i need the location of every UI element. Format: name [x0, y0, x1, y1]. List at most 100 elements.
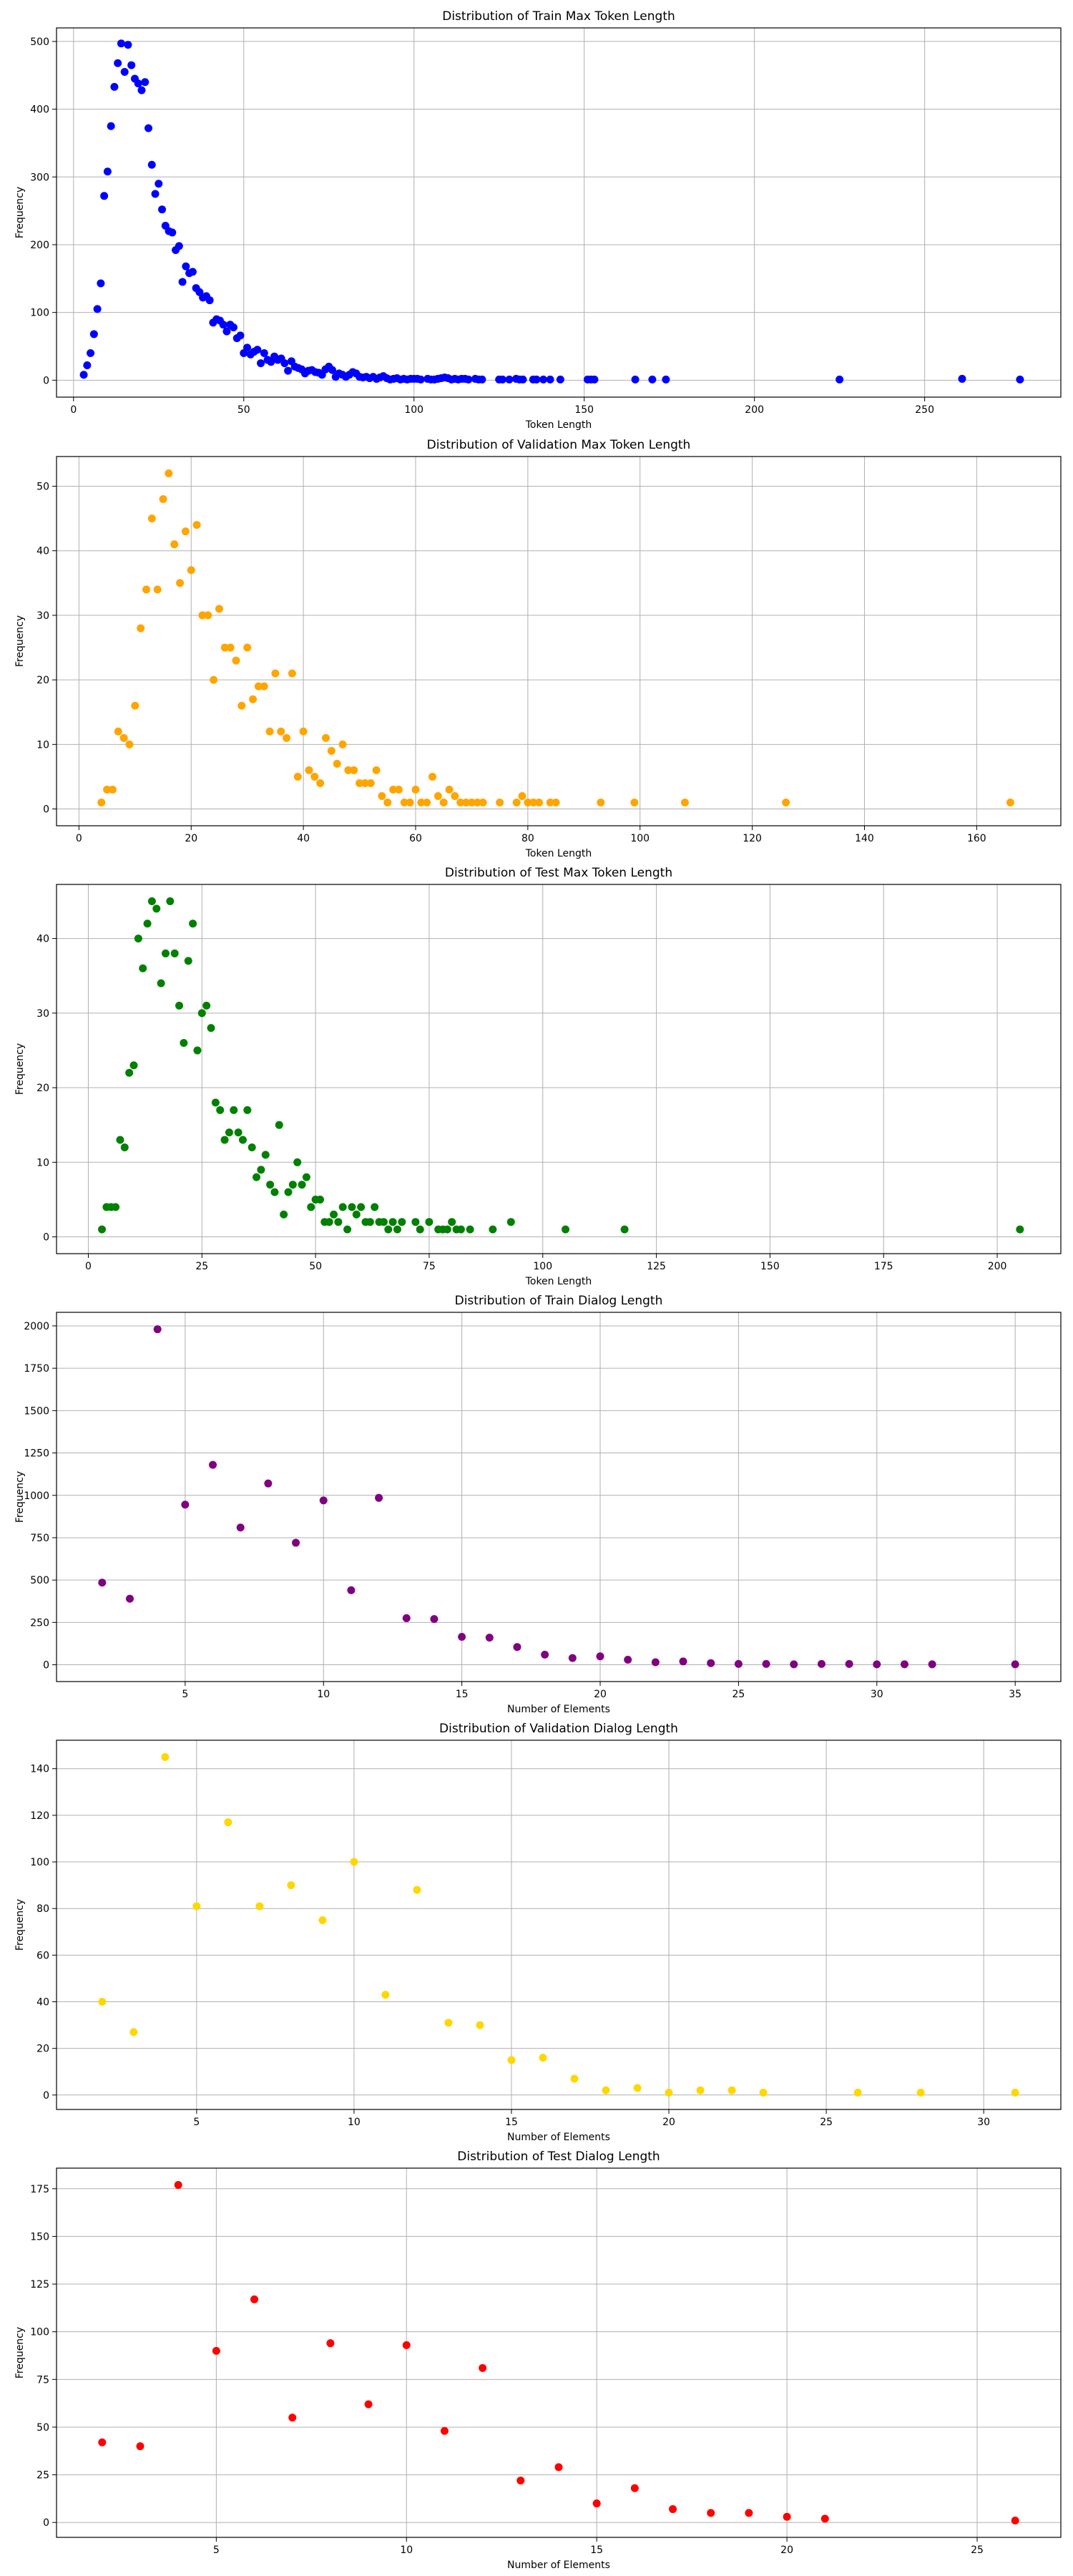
- data-point: [347, 1586, 356, 1594]
- data-point: [161, 1752, 170, 1761]
- data-point: [513, 1643, 521, 1652]
- data-point: [371, 1203, 379, 1211]
- data-point: [225, 1128, 233, 1137]
- data-point: [759, 2089, 768, 2097]
- x-tick-label: 35: [1009, 1689, 1021, 1700]
- data-point: [845, 1659, 853, 1668]
- data-point: [120, 68, 129, 77]
- data-point: [129, 2028, 138, 2036]
- data-point: [516, 2477, 525, 2485]
- data-point: [352, 1210, 361, 1219]
- data-point: [181, 1501, 190, 1509]
- data-point: [193, 1046, 202, 1055]
- plot-frame: [56, 2167, 1062, 2538]
- x-tick-label: 0: [85, 1261, 92, 1272]
- y-tick-label: 40: [36, 1997, 49, 2009]
- x-axis-label: Number of Elements: [507, 1704, 610, 1715]
- data-point: [292, 1538, 300, 1547]
- data-point: [249, 695, 258, 703]
- data-point: [271, 669, 280, 678]
- data-point: [277, 727, 285, 736]
- x-tick-label: 20: [594, 1689, 607, 1700]
- plot-frame: [56, 884, 1062, 1254]
- x-axis-label: Token Length: [525, 419, 592, 431]
- data-point: [853, 2089, 862, 2097]
- data-point: [541, 1650, 549, 1659]
- x-tick-label: 5: [213, 2545, 220, 2556]
- data-point: [257, 1166, 265, 1174]
- data-point: [98, 1225, 107, 1234]
- data-point: [389, 785, 398, 794]
- y-tick-label: 150: [30, 2231, 49, 2243]
- data-point: [338, 740, 347, 748]
- data-point: [440, 2426, 449, 2435]
- chart-title: Distribution of Train Max Token Length: [442, 9, 675, 24]
- data-point: [597, 799, 605, 807]
- data-point: [298, 1181, 306, 1189]
- x-tick-label: 40: [297, 833, 310, 844]
- x-tick-label: 25: [971, 2545, 984, 2556]
- data-point: [117, 39, 125, 48]
- data-point: [287, 1881, 295, 1890]
- data-point: [383, 799, 392, 807]
- y-tick-label: 50: [36, 481, 49, 492]
- chart-panel-4: Distribution of Train Dialog Length 5 10 15…: [14, 1294, 1062, 1715]
- data-point: [648, 375, 657, 384]
- y-tick-label: 100: [30, 2327, 49, 2338]
- data-point: [237, 701, 246, 710]
- x-tick-label: 15: [505, 2117, 518, 2128]
- data-point: [266, 1181, 275, 1189]
- data-point: [539, 2054, 547, 2062]
- data-point: [215, 605, 223, 613]
- data-point: [444, 2019, 453, 2027]
- x-tick-label: 30: [871, 1689, 883, 1700]
- data-point: [679, 1657, 687, 1666]
- data-point: [344, 766, 353, 774]
- y-axis-label: Frequency: [14, 187, 26, 238]
- data-point: [592, 2499, 601, 2508]
- data-point: [535, 799, 544, 807]
- data-point: [669, 2505, 677, 2514]
- data-point: [89, 330, 98, 338]
- data-point: [328, 366, 337, 374]
- data-point: [321, 733, 330, 742]
- x-tick-label: 150: [760, 1261, 780, 1272]
- data-point: [224, 1818, 232, 1827]
- data-point: [327, 746, 335, 755]
- x-tick-label: 0: [76, 833, 82, 844]
- data-point: [166, 897, 175, 905]
- data-point: [255, 1902, 264, 1911]
- data-point: [873, 1660, 881, 1669]
- y-tick-label: 500: [30, 36, 49, 48]
- data-point: [430, 1615, 438, 1624]
- data-point: [319, 1496, 328, 1505]
- data-point: [219, 321, 227, 329]
- y-tick-label: 0: [43, 1232, 49, 1244]
- data-point: [456, 799, 465, 807]
- data-point: [207, 1024, 215, 1033]
- data-point: [202, 1001, 211, 1010]
- y-tick-label: 1500: [24, 1405, 49, 1417]
- data-point: [651, 1658, 660, 1667]
- data-point: [836, 375, 844, 384]
- data-point: [532, 375, 541, 384]
- plot-frame: [56, 1740, 1062, 2110]
- data-point: [630, 799, 639, 807]
- y-tick-label: 120: [30, 1810, 49, 1822]
- data-point: [485, 1634, 494, 1642]
- x-tick-label: 25: [732, 1689, 745, 1700]
- data-point: [423, 799, 431, 807]
- data-point: [448, 1218, 456, 1226]
- data-point: [175, 1001, 184, 1010]
- data-point: [928, 1660, 936, 1669]
- data-point: [280, 1210, 288, 1219]
- data-point: [137, 624, 145, 633]
- y-tick-label: 125: [30, 2279, 49, 2290]
- data-point: [192, 1902, 201, 1911]
- data-point: [439, 799, 448, 807]
- data-point: [161, 949, 170, 957]
- data-point: [316, 779, 325, 787]
- data-point: [187, 566, 195, 575]
- y-tick-label: 80: [36, 1903, 49, 1915]
- data-point: [131, 701, 139, 710]
